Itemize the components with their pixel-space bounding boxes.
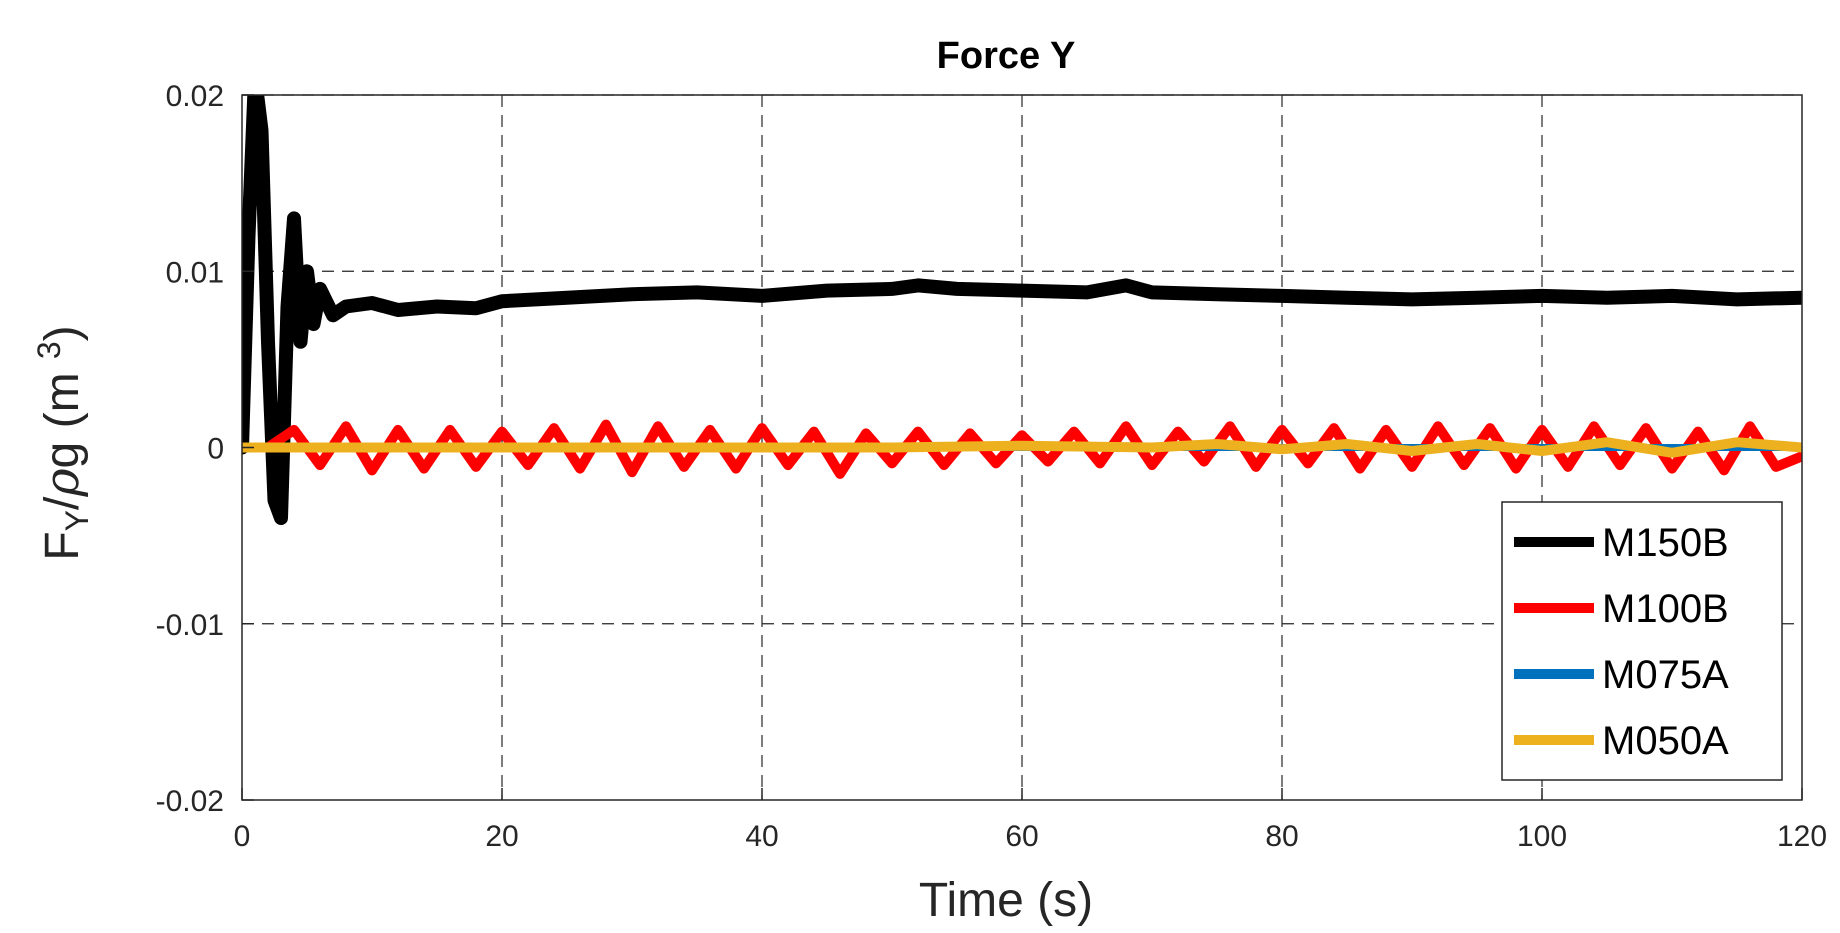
y-axis-label: FY/ρg (m 3) bbox=[31, 325, 95, 560]
y-axis-label-rest: g (m bbox=[36, 359, 89, 468]
x-tick-label: 20 bbox=[485, 820, 518, 853]
y-axis-label-main: F bbox=[36, 531, 89, 560]
y-axis-label-sub: Y bbox=[59, 510, 95, 531]
series-line-m150b bbox=[242, 95, 1802, 525]
y-tick-label: -0.01 bbox=[156, 609, 224, 642]
x-tick-label: 120 bbox=[1777, 820, 1827, 853]
series-line-m100b bbox=[242, 419, 1802, 479]
y-tick-label: 0.01 bbox=[166, 256, 224, 289]
legend-label: M075A bbox=[1602, 653, 1729, 697]
y-axis-label-close: ) bbox=[36, 325, 89, 341]
x-tick-label: 0 bbox=[234, 820, 251, 853]
tick-labels: 0 20 40 60 80 100 120 -0.02 -0.01 0 0.01 0.02 bbox=[156, 80, 1827, 853]
legend-label: M150B bbox=[1602, 521, 1729, 565]
y-tick-label: 0 bbox=[207, 433, 224, 466]
y-axis-label-rho: ρ bbox=[34, 468, 90, 497]
x-tick-label: 40 bbox=[745, 820, 778, 853]
chart-title: Force Y bbox=[937, 35, 1076, 77]
y-axis-label-sup: 3 bbox=[31, 341, 67, 359]
x-tick-label: 60 bbox=[1005, 820, 1038, 853]
legend-box bbox=[1501, 501, 1783, 781]
legend: M150B M100B M075A M050A bbox=[1501, 501, 1783, 781]
series-group bbox=[242, 95, 1802, 525]
x-axis-label: Time (s) bbox=[919, 874, 1093, 927]
x-tick-label: 80 bbox=[1265, 820, 1298, 853]
y-tick-label: 0.02 bbox=[166, 80, 224, 113]
y-tick-label: -0.02 bbox=[156, 785, 224, 818]
y-axis-label-slash: / bbox=[36, 496, 89, 510]
legend-label: M100B bbox=[1602, 587, 1729, 631]
x-tick-label: 100 bbox=[1517, 820, 1567, 853]
legend-label: M050A bbox=[1602, 719, 1729, 763]
series-line-m050a bbox=[242, 437, 1802, 458]
